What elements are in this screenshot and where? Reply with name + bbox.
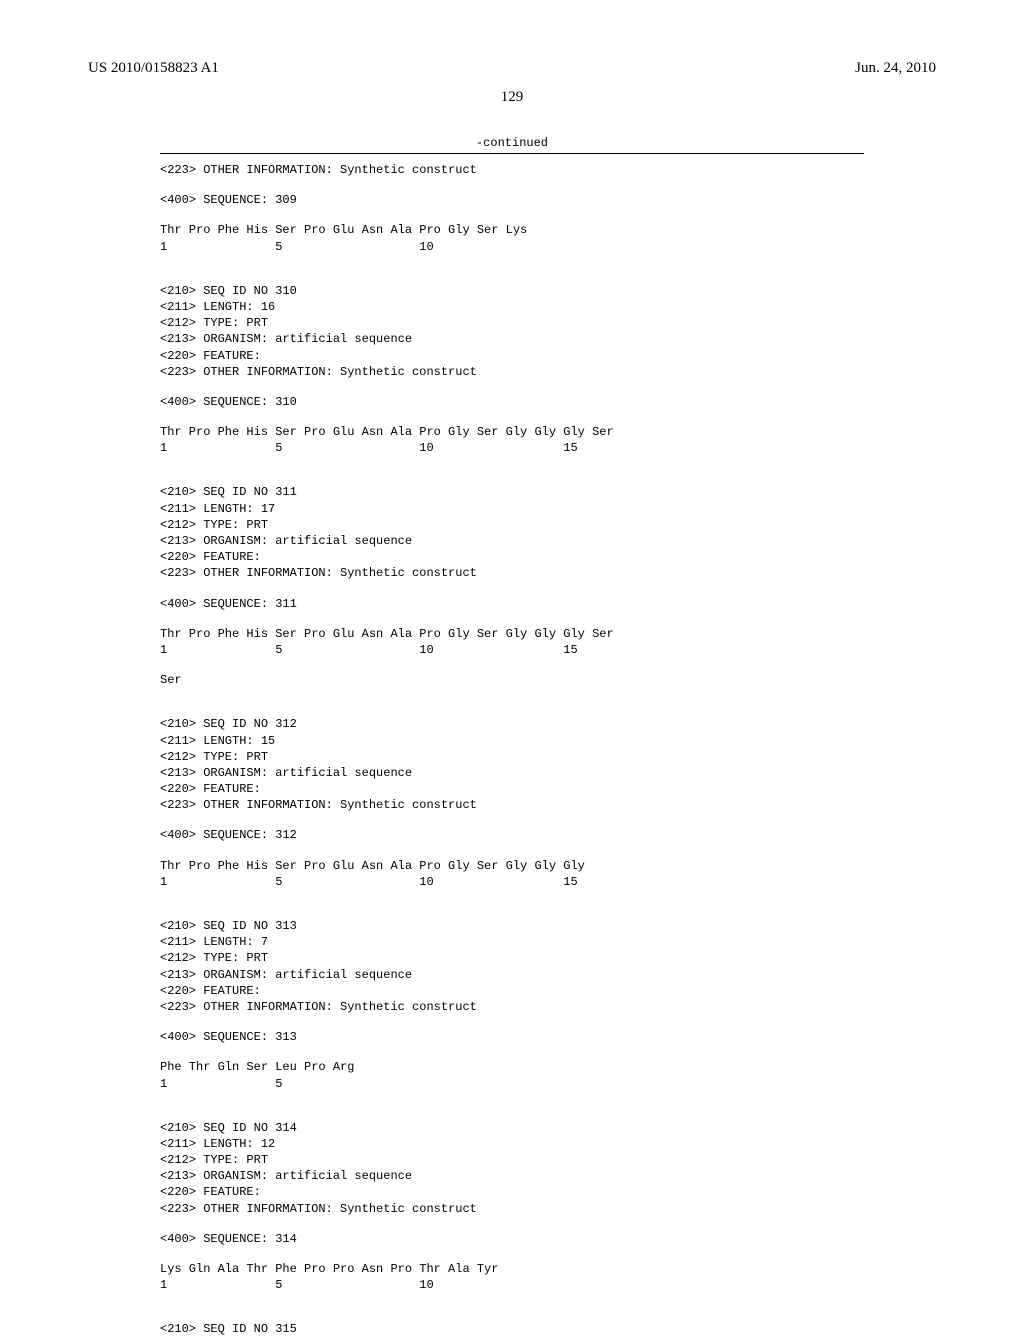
seq-314-213: <213> ORGANISM: artificial sequence (160, 1168, 864, 1184)
seq-313-211: <211> LENGTH: 7 (160, 934, 864, 950)
seq-311-212: <212> TYPE: PRT (160, 517, 864, 533)
seq-314-212: <212> TYPE: PRT (160, 1152, 864, 1168)
seq-310-peptide: Thr Pro Phe His Ser Pro Glu Asn Ala Pro … (160, 424, 864, 440)
seq-313-220: <220> FEATURE: (160, 983, 864, 999)
seq-311-211: <211> LENGTH: 17 (160, 501, 864, 517)
seq-313-223: <223> OTHER INFORMATION: Synthetic const… (160, 999, 864, 1015)
seq-311-223: <223> OTHER INFORMATION: Synthetic const… (160, 565, 864, 581)
content-area: <223> OTHER INFORMATION: Synthetic const… (0, 153, 1024, 1338)
seq-312-211: <211> LENGTH: 15 (160, 733, 864, 749)
seq-310-212: <212> TYPE: PRT (160, 315, 864, 331)
seq-311-220: <220> FEATURE: (160, 549, 864, 565)
top-info: <223> OTHER INFORMATION: Synthetic const… (160, 162, 864, 178)
seq-312-400: <400> SEQUENCE: 312 (160, 827, 864, 843)
seq-312-220: <220> FEATURE: (160, 781, 864, 797)
continued-label: -continued (0, 136, 1024, 150)
seq-310-223: <223> OTHER INFORMATION: Synthetic const… (160, 364, 864, 380)
seq-312-212: <212> TYPE: PRT (160, 749, 864, 765)
seq-314-211: <211> LENGTH: 12 (160, 1136, 864, 1152)
seq-312-peptide: Thr Pro Phe His Ser Pro Glu Asn Ala Pro … (160, 858, 864, 874)
page-header: US 2010/0158823 A1 Jun. 24, 2010 (0, 0, 1024, 89)
seq-314-peptide: Lys Gln Ala Thr Phe Pro Pro Asn Pro Thr … (160, 1261, 864, 1277)
seq-314-220: <220> FEATURE: (160, 1184, 864, 1200)
seq-313-213: <213> ORGANISM: artificial sequence (160, 967, 864, 983)
publication-number: US 2010/0158823 A1 (88, 60, 219, 77)
seq-314-223: <223> OTHER INFORMATION: Synthetic const… (160, 1201, 864, 1217)
seq-314-numbers: 1 5 10 (160, 1277, 864, 1293)
seq-314-400: <400> SEQUENCE: 314 (160, 1231, 864, 1247)
seq-311-peptide: Thr Pro Phe His Ser Pro Glu Asn Ala Pro … (160, 626, 864, 642)
seq-313-210: <210> SEQ ID NO 313 (160, 918, 864, 934)
seq-311-peptide2: Ser (160, 672, 864, 688)
seq-312-213: <213> ORGANISM: artificial sequence (160, 765, 864, 781)
seq-311-210: <210> SEQ ID NO 311 (160, 484, 864, 500)
seq-314-210: <210> SEQ ID NO 314 (160, 1120, 864, 1136)
top-divider (160, 153, 864, 154)
seq-315-210: <210> SEQ ID NO 315 (160, 1321, 864, 1337)
seq-310-210: <210> SEQ ID NO 310 (160, 283, 864, 299)
seq-310-400: <400> SEQUENCE: 310 (160, 394, 864, 410)
seq-310-211: <211> LENGTH: 16 (160, 299, 864, 315)
seq-309-numbers: 1 5 10 (160, 239, 864, 255)
seq-310-numbers: 1 5 10 15 (160, 440, 864, 456)
seq-311-400: <400> SEQUENCE: 311 (160, 596, 864, 612)
seq-310-213: <213> ORGANISM: artificial sequence (160, 331, 864, 347)
seq-312-223: <223> OTHER INFORMATION: Synthetic const… (160, 797, 864, 813)
seq-313-400: <400> SEQUENCE: 313 (160, 1029, 864, 1045)
seq-312-210: <210> SEQ ID NO 312 (160, 716, 864, 732)
seq-313-numbers: 1 5 (160, 1076, 864, 1092)
seq-312-numbers: 1 5 10 15 (160, 874, 864, 890)
seq-311-213: <213> ORGANISM: artificial sequence (160, 533, 864, 549)
page-number: 129 (0, 89, 1024, 106)
seq-313-212: <212> TYPE: PRT (160, 950, 864, 966)
seq-313-peptide: Phe Thr Gln Ser Leu Pro Arg (160, 1059, 864, 1075)
seq-311-numbers: 1 5 10 15 (160, 642, 864, 658)
seq-309-400: <400> SEQUENCE: 309 (160, 192, 864, 208)
seq-310-220: <220> FEATURE: (160, 348, 864, 364)
seq-309-peptide: Thr Pro Phe His Ser Pro Glu Asn Ala Pro … (160, 222, 864, 238)
publication-date: Jun. 24, 2010 (855, 60, 936, 77)
